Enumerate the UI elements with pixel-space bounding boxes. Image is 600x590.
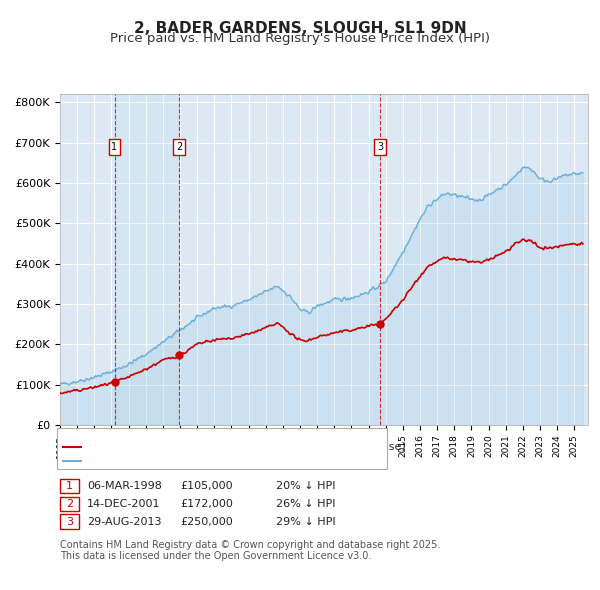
Text: 3: 3 <box>377 142 383 152</box>
Text: 2, BADER GARDENS, SLOUGH, SL1 9DN: 2, BADER GARDENS, SLOUGH, SL1 9DN <box>134 21 466 35</box>
Text: 20% ↓ HPI: 20% ↓ HPI <box>276 481 335 491</box>
Text: 1: 1 <box>112 142 118 152</box>
Text: Contains HM Land Registry data © Crown copyright and database right 2025.
This d: Contains HM Land Registry data © Crown c… <box>60 540 440 562</box>
Bar <box>115 94 179 425</box>
Text: 3: 3 <box>66 517 73 526</box>
Text: 2: 2 <box>176 142 182 152</box>
Text: 1: 1 <box>66 481 73 491</box>
Text: HPI: Average price, detached house, Slough: HPI: Average price, detached house, Slou… <box>84 457 329 466</box>
Text: 2, BADER GARDENS, SLOUGH, SL1 9DN (detached house): 2, BADER GARDENS, SLOUGH, SL1 9DN (detac… <box>84 442 406 451</box>
Text: Price paid vs. HM Land Registry's House Price Index (HPI): Price paid vs. HM Land Registry's House … <box>110 32 490 45</box>
Text: £105,000: £105,000 <box>180 481 233 491</box>
Text: 29-AUG-2013: 29-AUG-2013 <box>87 517 161 526</box>
Text: £250,000: £250,000 <box>180 517 233 526</box>
Text: £172,000: £172,000 <box>180 499 233 509</box>
Text: 06-MAR-1998: 06-MAR-1998 <box>87 481 162 491</box>
Text: 29% ↓ HPI: 29% ↓ HPI <box>276 517 335 526</box>
Text: 14-DEC-2001: 14-DEC-2001 <box>87 499 161 509</box>
Text: 2: 2 <box>66 499 73 509</box>
Text: 26% ↓ HPI: 26% ↓ HPI <box>276 499 335 509</box>
